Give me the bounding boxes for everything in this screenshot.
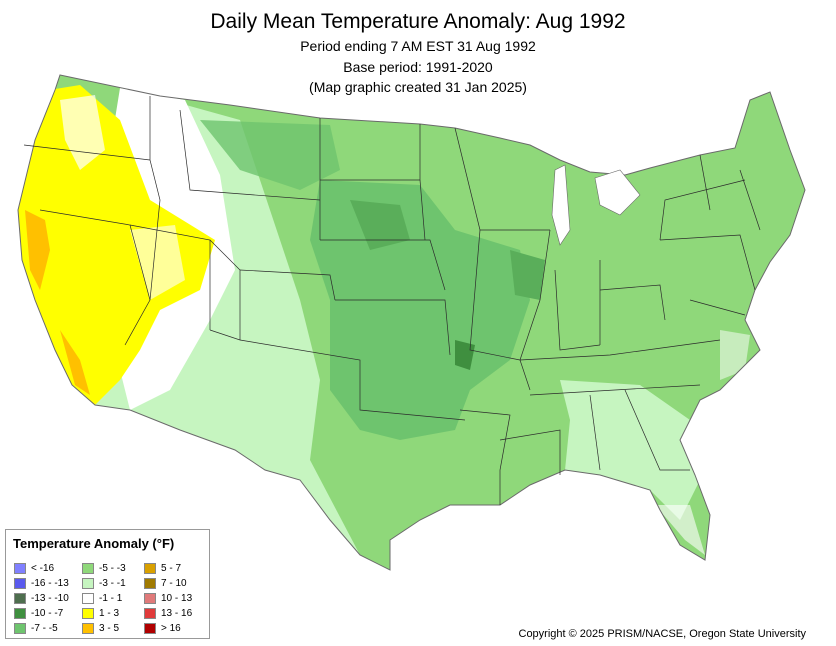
- legend-swatch: [82, 623, 94, 634]
- legend-label: 3 - 5: [99, 623, 120, 634]
- base-period-text: Base period: 1991-2020: [343, 59, 493, 75]
- created-text: (Map graphic created 31 Jan 2025): [309, 79, 527, 95]
- legend-swatch: [144, 563, 156, 574]
- legend-label: > 16: [161, 623, 181, 634]
- legend-item: -13 - -10: [14, 593, 69, 605]
- legend-swatch: [144, 578, 156, 589]
- legend-label: 5 - 7: [161, 563, 182, 574]
- anomaly-california-coast-warm: [25, 210, 50, 290]
- anomaly-nevada-neutral: [130, 225, 185, 300]
- legend-item: -5 - -3: [82, 563, 126, 575]
- anomaly-florida-neutral: [655, 505, 705, 555]
- legend-label: 13 - 16: [161, 608, 193, 619]
- legend-item: 3 - 5: [82, 623, 119, 635]
- anomaly-iowa-core: [510, 250, 545, 300]
- copyright-text: Copyright © 2025 PRISM/NACSE, Oregon Sta…: [518, 628, 807, 640]
- legend-item: 7 - 10: [144, 578, 187, 590]
- legend-item: < -16: [14, 563, 54, 575]
- legend-label: 10 - 13: [161, 593, 193, 604]
- anomaly-southeast-light: [560, 380, 700, 520]
- period-text: Period ending 7 AM EST 31 Aug 1992: [300, 38, 536, 54]
- anomaly-oregon-neutral: [60, 95, 105, 170]
- legend-label: 1 - 3: [99, 608, 120, 619]
- legend-swatch: [14, 608, 26, 619]
- legend-label: -10 - -7: [31, 608, 64, 619]
- legend-item: 1 - 3: [82, 608, 119, 620]
- legend-swatch: [82, 578, 94, 589]
- legend-item: 13 - 16: [144, 608, 192, 620]
- anomaly-northern-rockies-cool: [200, 120, 340, 190]
- state-borders: [23, 96, 761, 505]
- legend-label: -7 - -5: [31, 623, 58, 634]
- lake-huron: [594, 169, 641, 216]
- legend-swatch: [82, 608, 94, 619]
- legend-title: Temperature Anomaly (°F): [13, 536, 175, 551]
- legend-item: -16 - -13: [14, 578, 69, 590]
- legend-swatch: [144, 593, 156, 604]
- map-title: Daily Mean Temperature Anomaly: Aug 1992: [210, 10, 626, 33]
- legend-swatch: [14, 578, 26, 589]
- legend-swatch: [144, 623, 156, 634]
- anomaly-coastal-carolina: [720, 330, 750, 380]
- anomaly-plains-cool: [310, 180, 530, 440]
- legend-label: 7 - 10: [161, 578, 187, 589]
- legend-item: -7 - -5: [14, 623, 58, 635]
- legend-item: > 16: [144, 623, 181, 635]
- anomaly-south-dakota-core: [350, 200, 410, 250]
- legend-label: -3 - -1: [99, 578, 126, 589]
- anomaly-socal-warm: [60, 330, 90, 395]
- legend-item: 5 - 7: [144, 563, 181, 575]
- legend-label: -5 - -3: [99, 563, 126, 574]
- anomaly-pacific-warm: [18, 85, 215, 405]
- legend-swatch: [82, 563, 94, 574]
- us-outline: [17, 74, 806, 571]
- legend-swatch: [14, 623, 26, 634]
- legend-swatch: [14, 593, 26, 604]
- legend-item: -3 - -1: [82, 578, 126, 590]
- legend: Temperature Anomaly (°F) < -16 -16 - -13 -…: [5, 529, 210, 639]
- lake-michigan: [551, 164, 571, 246]
- legend-swatch: [144, 608, 156, 619]
- legend-item: -10 - -7: [14, 608, 63, 620]
- legend-label: -1 - 1: [99, 593, 123, 604]
- legend-item: -1 - 1: [82, 593, 122, 605]
- legend-swatch: [82, 593, 94, 604]
- legend-label: < -16: [31, 563, 55, 574]
- legend-swatch: [14, 563, 26, 574]
- legend-item: 10 - 13: [144, 593, 192, 605]
- legend-label: -16 - -13: [31, 578, 69, 589]
- legend-label: -13 - -10: [31, 593, 69, 604]
